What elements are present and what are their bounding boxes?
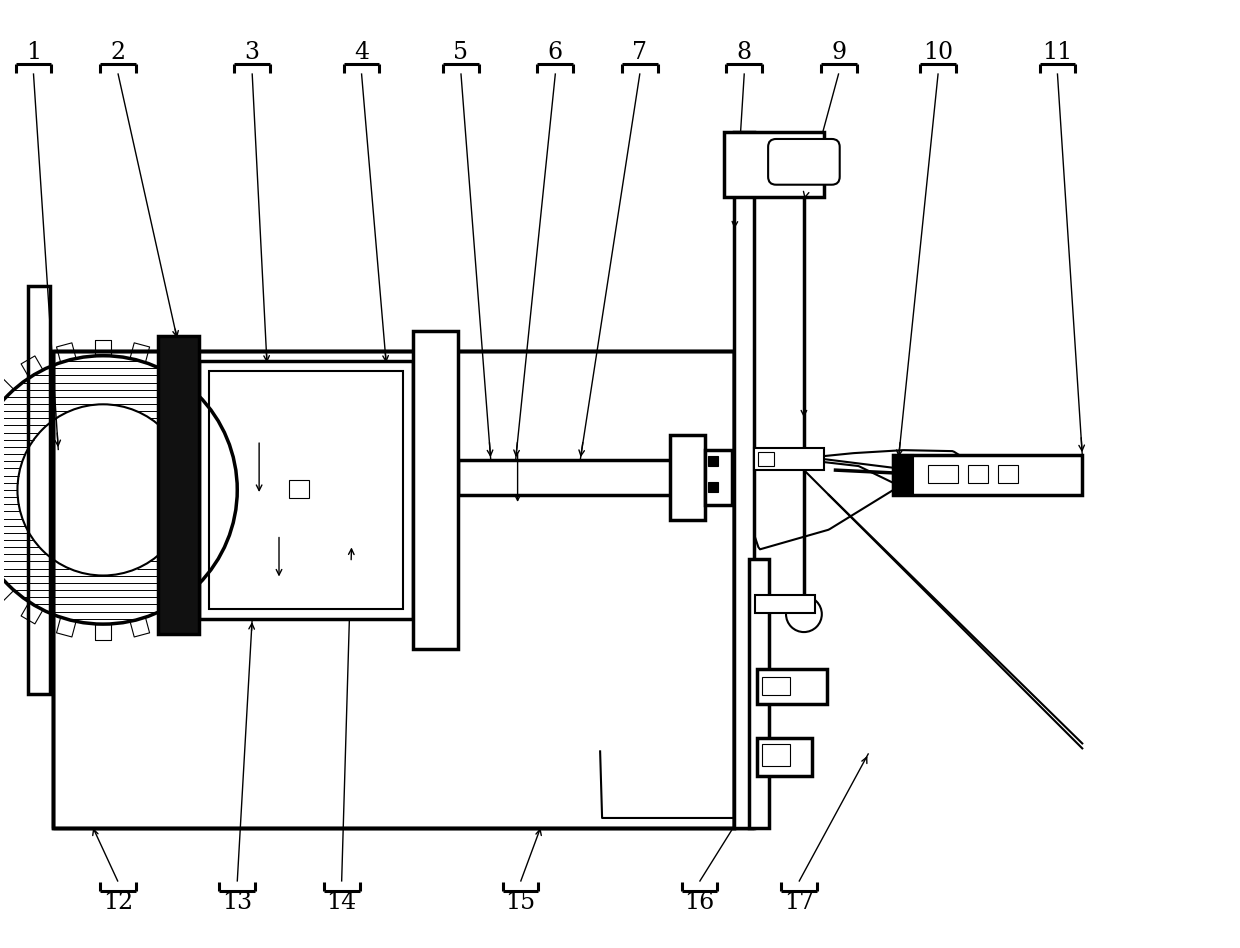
Bar bbox=[758, 669, 827, 703]
Bar bbox=[998, 465, 1018, 483]
Bar bbox=[968, 465, 988, 483]
Text: 2: 2 bbox=[110, 41, 125, 64]
Bar bbox=[724, 132, 823, 196]
Bar bbox=[755, 595, 815, 613]
Text: 5: 5 bbox=[454, 41, 469, 64]
Bar bbox=[704, 450, 733, 505]
Text: 6: 6 bbox=[548, 41, 563, 64]
Text: 13: 13 bbox=[222, 891, 252, 914]
Bar bbox=[227, 432, 257, 462]
Text: 1: 1 bbox=[26, 41, 41, 64]
Text: 7: 7 bbox=[632, 41, 647, 64]
Bar bbox=[758, 738, 812, 776]
Text: 15: 15 bbox=[506, 891, 536, 914]
Bar bbox=[210, 371, 403, 610]
Bar bbox=[893, 455, 914, 495]
Bar bbox=[458, 460, 699, 495]
Bar bbox=[53, 351, 734, 828]
Bar bbox=[708, 456, 718, 466]
Bar bbox=[758, 452, 774, 466]
Bar bbox=[763, 744, 790, 766]
FancyBboxPatch shape bbox=[768, 139, 839, 185]
Text: 14: 14 bbox=[326, 891, 357, 914]
Text: 16: 16 bbox=[684, 891, 714, 914]
Text: 4: 4 bbox=[353, 41, 370, 64]
Bar bbox=[289, 480, 309, 498]
Bar bbox=[734, 132, 754, 828]
Bar bbox=[200, 360, 413, 619]
Bar bbox=[29, 286, 51, 694]
Text: 10: 10 bbox=[923, 41, 954, 64]
Bar bbox=[893, 455, 1083, 495]
Text: 9: 9 bbox=[831, 41, 846, 64]
Bar bbox=[413, 331, 458, 649]
Text: 11: 11 bbox=[1043, 41, 1073, 64]
Text: 8: 8 bbox=[737, 41, 751, 64]
Text: 17: 17 bbox=[784, 891, 813, 914]
Bar bbox=[227, 520, 257, 550]
Bar bbox=[749, 559, 769, 828]
Bar bbox=[763, 677, 790, 695]
Bar bbox=[157, 336, 200, 634]
Text: 12: 12 bbox=[103, 891, 133, 914]
Bar bbox=[929, 465, 959, 483]
Bar bbox=[670, 435, 704, 520]
Bar bbox=[708, 482, 718, 492]
Bar bbox=[754, 448, 823, 470]
Text: 3: 3 bbox=[244, 41, 259, 64]
Bar bbox=[53, 351, 734, 828]
